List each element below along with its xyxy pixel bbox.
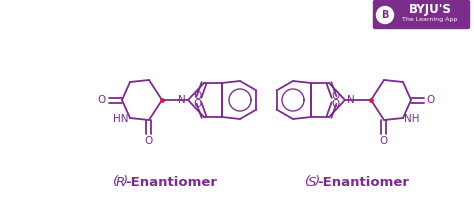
Text: O: O (194, 91, 202, 101)
Text: O: O (98, 95, 106, 105)
Text: (: ( (113, 176, 118, 188)
Text: -Enantiomer: -Enantiomer (317, 176, 409, 188)
Text: The Learning App: The Learning App (402, 18, 458, 22)
Text: O: O (145, 136, 153, 146)
Text: O: O (194, 99, 202, 109)
Text: -Enantiomer: -Enantiomer (125, 176, 217, 188)
Text: O: O (332, 91, 340, 101)
Text: O: O (332, 99, 340, 109)
Text: S: S (308, 176, 316, 188)
Text: N: N (347, 95, 355, 105)
Circle shape (376, 6, 393, 23)
Text: HN: HN (113, 114, 129, 124)
Text: ): ) (123, 176, 128, 188)
Text: O: O (380, 136, 388, 146)
Text: B: B (381, 10, 389, 20)
Text: N: N (178, 95, 186, 105)
Text: ): ) (315, 176, 320, 188)
Text: R: R (115, 176, 125, 188)
FancyBboxPatch shape (374, 0, 470, 28)
Text: NH: NH (404, 114, 420, 124)
Text: O: O (427, 95, 435, 105)
Text: (: ( (305, 176, 310, 188)
Text: BYJU'S: BYJU'S (409, 3, 451, 17)
